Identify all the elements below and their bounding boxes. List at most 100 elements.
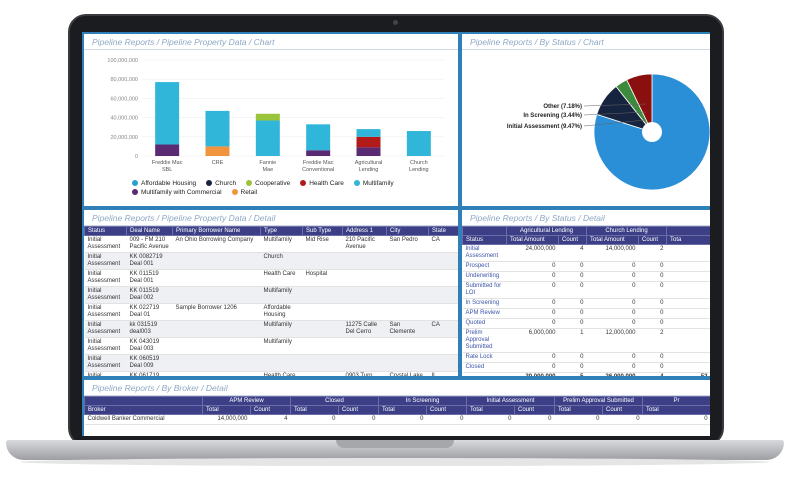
column-header[interactable]: Count: [638, 235, 668, 245]
stacked-bar-chart: 100,000,000 80,000,000 60,000,000 40,000,00…: [107, 58, 444, 173]
legend-item[interactable]: Health Care: [300, 180, 344, 187]
table-row[interactable]: Initial Assessment KK 011519 Deal 002 Mult…: [84, 286, 458, 304]
table-row[interactable]: In Screening 0 0 0 0: [462, 298, 710, 309]
legend-item[interactable]: Church: [206, 180, 236, 187]
breadcrumb-section[interactable]: Pipeline Property Data: [161, 37, 247, 47]
status-link[interactable]: Quoted: [462, 318, 507, 329]
x-tick-label: Mae: [262, 167, 273, 173]
laptop-notch: [336, 440, 454, 448]
legend-item[interactable]: Multifamily with Commercial: [132, 189, 222, 196]
breadcrumb-root[interactable]: Pipeline Reports: [92, 383, 155, 393]
column-header[interactable]: Status: [462, 235, 507, 245]
breadcrumb-section[interactable]: By Status: [539, 213, 576, 223]
breadcrumb-section[interactable]: By Broker: [161, 383, 199, 393]
breadcrumb-view: Detail: [253, 213, 276, 223]
legend-item[interactable]: Retail: [231, 189, 258, 196]
column-header[interactable]: Address 1: [342, 226, 387, 236]
status-link[interactable]: Rate Lock: [462, 352, 507, 363]
column-header[interactable]: Total Amount: [506, 235, 559, 245]
table-row[interactable]: Initial Assessment 24,000,000 4 14,000,000 2: [462, 244, 710, 262]
table-cell: 0: [586, 308, 639, 319]
status-link[interactable]: APM Review: [462, 308, 507, 319]
column-header[interactable]: Total: [378, 405, 427, 415]
group-header-spacer: [462, 226, 507, 236]
table-row[interactable]: Closed 0 0 0 0: [462, 362, 710, 373]
table-row[interactable]: Initial Assessment KK 011519 Deal 001 Heal…: [84, 269, 458, 287]
legend-label: Retail: [240, 189, 258, 196]
column-header[interactable]: Total Amount: [586, 235, 640, 245]
table-cell: 11275 Calle Del Cerro: [342, 320, 387, 338]
table-cell: Hospital: [302, 269, 343, 287]
table-row[interactable]: Initial Assessment KK 0082719 Deal 001 Chu…: [84, 252, 458, 270]
group-header-church: Church Lending: [586, 226, 668, 236]
x-tick-label: Church: [410, 160, 428, 166]
column-header[interactable]: Count: [250, 405, 291, 415]
status-link[interactable]: In Screening: [462, 298, 507, 309]
breadcrumb-root[interactable]: Pipeline Reports: [470, 213, 533, 223]
column-header[interactable]: Count: [425, 405, 468, 415]
status-link[interactable]: Underwriting: [462, 271, 507, 282]
column-header[interactable]: Total: [554, 405, 604, 415]
column-header[interactable]: Count: [338, 405, 379, 415]
column-header[interactable]: State: [428, 226, 458, 236]
legend-item[interactable]: Cooperative: [246, 180, 290, 187]
column-header[interactable]: Count: [514, 405, 556, 415]
table-cell: KK 022719 Deal 01: [126, 303, 173, 321]
status-link[interactable]: Submitted for LOI: [462, 281, 507, 299]
table-row[interactable]: Prelim Approval Submitted 6,000,000 1 12,00…: [462, 328, 710, 353]
breadcrumb-section[interactable]: By Status: [539, 37, 576, 47]
column-header[interactable]: Deal Name: [126, 226, 173, 236]
table-row[interactable]: Initial Assessment 009 - FM 210 Pacific A…: [84, 235, 458, 253]
table-cell: 0: [586, 281, 639, 299]
y-tick-label: 80,000,000: [110, 77, 138, 83]
table-row[interactable]: Initial Assessment KK 022719 Deal 01 Sampl…: [84, 303, 458, 321]
table-row[interactable]: Quoted 0 0 0 0: [462, 318, 710, 329]
table-row[interactable]: Initial Assessment kk 031519 deal003 Multi…: [84, 320, 458, 338]
table-row[interactable]: Underwriting 0 0 0 0: [462, 271, 710, 282]
y-tick-label: 0: [135, 154, 138, 160]
table-row[interactable]: Rate Lock 0 0 0 0: [462, 352, 710, 363]
status-link[interactable]: Prospect: [462, 261, 507, 272]
table-row[interactable]: Initial Assessment KK 060519 Deal 009: [84, 354, 458, 372]
breadcrumb-root[interactable]: Pipeline Reports: [92, 213, 155, 223]
table-row[interactable]: Submitted for LOI 0 0 0 0: [462, 281, 710, 299]
column-header[interactable]: Sub Type: [302, 226, 343, 236]
table-cell: 12,000,000: [586, 328, 639, 353]
legend-item[interactable]: Affordable Housing: [132, 180, 196, 187]
table-cell: [386, 354, 429, 372]
column-header[interactable]: Total: [466, 405, 516, 415]
x-tick-label: SBL: [162, 167, 172, 173]
breadcrumb-section[interactable]: Pipeline Property Data: [161, 213, 247, 223]
breadcrumb-root[interactable]: Pipeline Reports: [470, 37, 533, 47]
table-row[interactable]: APM Review 0 0 0 0: [462, 308, 710, 319]
column-header[interactable]: Count: [557, 235, 588, 245]
table-row[interactable]: Prospect 0 0 0 0: [462, 261, 710, 272]
table-cell: [428, 286, 458, 304]
column-header[interactable]: Count: [602, 405, 644, 415]
bar-segment: [205, 146, 230, 156]
status-link[interactable]: Prelim Approval Submitted: [462, 328, 507, 353]
status-link[interactable]: Closed: [462, 362, 507, 373]
y-tick-label: 40,000,000: [110, 116, 138, 122]
column-header[interactable]: Type: [260, 226, 303, 236]
breadcrumb-root[interactable]: Pipeline Reports: [92, 37, 155, 47]
status-link[interactable]: Initial Assessment: [462, 244, 507, 262]
column-header[interactable]: Status: [84, 226, 127, 236]
table-cell: 4: [250, 414, 291, 425]
group-header: Prelim Approval Submitted: [554, 396, 644, 406]
table-row[interactable]: Coldwell Banker Commercial 14,000,000 4 0 0 0…: [84, 414, 710, 425]
group-header-agricultural: Agricultural Lending: [505, 226, 588, 236]
column-header[interactable]: Primary Borrower Name: [172, 226, 261, 236]
column-header[interactable]: Tota: [666, 235, 710, 245]
legend-item[interactable]: Multifamily: [353, 180, 394, 187]
table-row[interactable]: Initial Assessment KK 043019 Deal 003 Mult…: [84, 337, 458, 355]
table-cell: Health Care: [260, 371, 303, 376]
column-header[interactable]: Total: [202, 405, 251, 415]
column-header[interactable]: Total: [642, 405, 710, 415]
column-header[interactable]: Broker: [84, 405, 203, 415]
column-header[interactable]: Total: [290, 405, 339, 415]
property-detail-table: Status Deal Name Primary Borrower Name Type…: [84, 226, 458, 376]
table-cell: kk 031519 deal003: [126, 320, 173, 338]
column-header[interactable]: City: [386, 226, 429, 236]
